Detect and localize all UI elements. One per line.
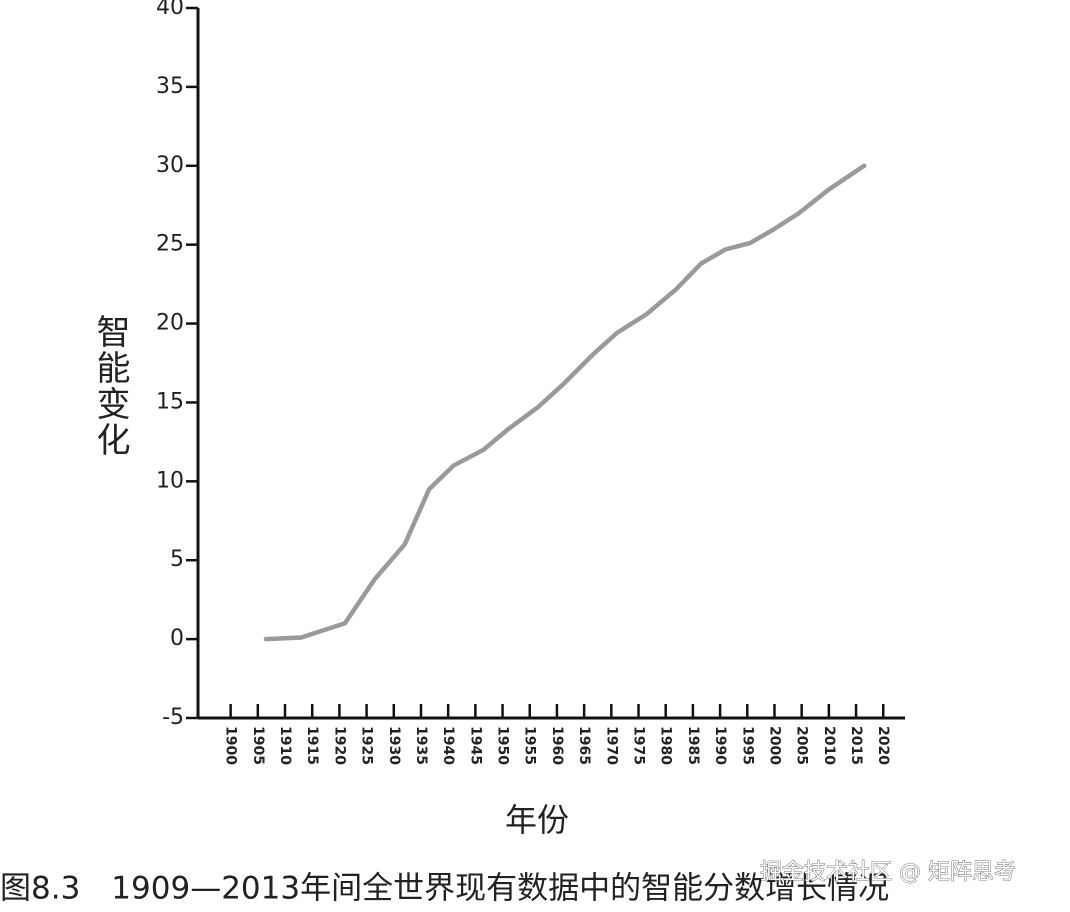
- x-axis-label: 年份: [505, 801, 569, 839]
- data-line: [263, 163, 867, 642]
- x-tick-label: 1900: [223, 726, 239, 765]
- y-tick-label: 30: [156, 153, 184, 178]
- x-tick-label: 1995: [739, 726, 755, 765]
- x-tick-label: 1985: [685, 726, 701, 765]
- x-tick-label: 2020: [875, 726, 891, 765]
- y-tick-label: 0: [170, 626, 184, 651]
- y-tick-label: 20: [156, 311, 184, 336]
- x-tick-label: 1980: [658, 726, 674, 765]
- x-tick-label: 1940: [440, 726, 456, 765]
- y-tick-label: 10: [156, 468, 184, 493]
- x-tick-label: 1930: [386, 726, 402, 765]
- x-tick-label: 1990: [712, 726, 728, 765]
- y-tick-label: 25: [156, 232, 184, 257]
- x-tick-label: 1975: [631, 726, 647, 765]
- y-tick-label: 35: [156, 74, 184, 99]
- y-tick-label: 5: [170, 547, 184, 572]
- y-tick-label: 15: [156, 389, 184, 414]
- y-axis-label: 智能变化: [90, 314, 130, 458]
- y-tick-label: -5: [162, 705, 184, 730]
- x-tick-label: 1920: [331, 726, 347, 765]
- x-tick-label: 1910: [277, 726, 293, 765]
- x-tick-label: 2010: [821, 726, 837, 765]
- x-tick-label: 2015: [848, 726, 864, 765]
- x-tick-label: 2005: [794, 726, 810, 765]
- x-tick-label: 2000: [766, 726, 782, 765]
- y-tick-label: 40: [156, 0, 184, 20]
- x-tick-label: 1950: [495, 726, 511, 765]
- caption: 图8.3 1909—2013年间全世界现有数据中的智能分数增长情况: [0, 871, 889, 907]
- x-tick-label: 1935: [413, 726, 429, 765]
- x-tick-label: 1960: [549, 726, 565, 765]
- x-tick-label: 1945: [467, 726, 483, 765]
- x-tick-label: 1955: [522, 726, 538, 765]
- x-tick-label: 1970: [603, 726, 619, 765]
- x-tick-label: 1965: [576, 726, 592, 765]
- watermark: 掘金技术社区 @ 矩阵思考: [760, 860, 1016, 885]
- x-tick-label: 1915: [304, 726, 320, 765]
- x-tick-label: 1925: [359, 726, 375, 765]
- x-tick-label: 1905: [250, 726, 266, 765]
